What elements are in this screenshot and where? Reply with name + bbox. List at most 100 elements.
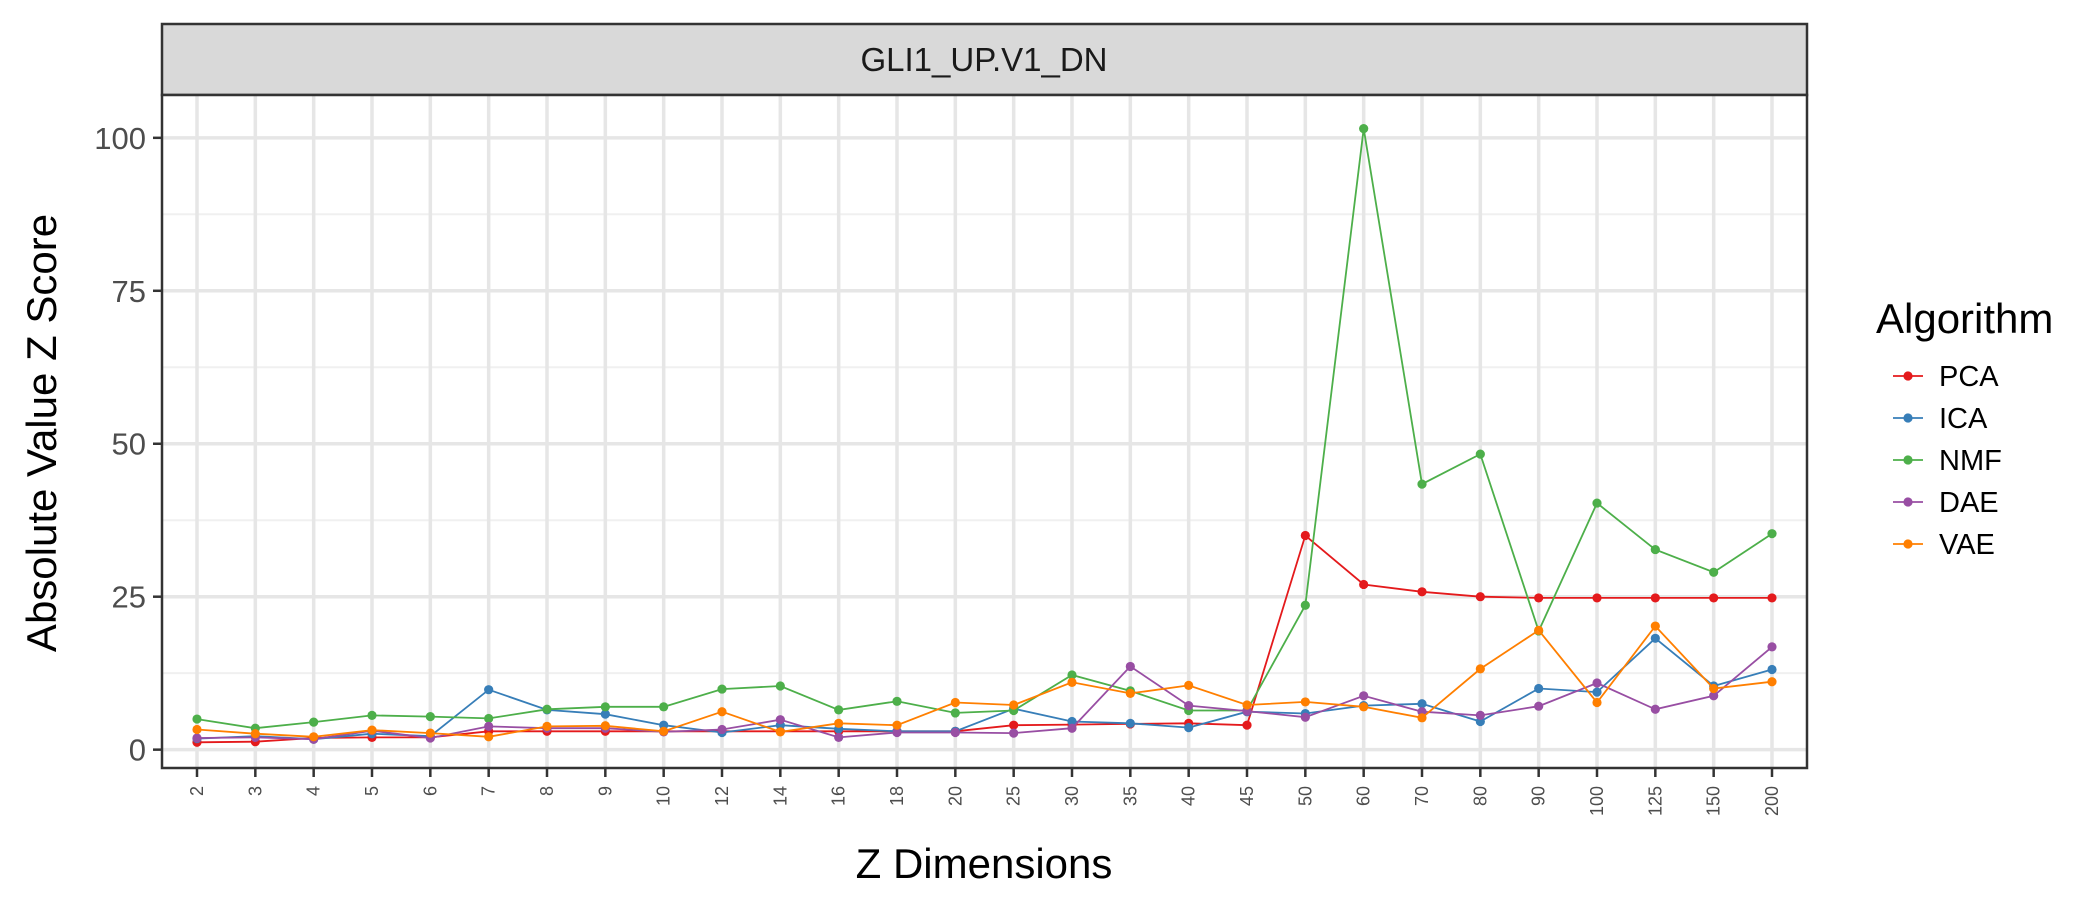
data-point-dae bbox=[834, 732, 844, 743]
legend-item-ica: ICA bbox=[1893, 403, 1988, 435]
legend-item-dae: DAE bbox=[1893, 487, 1999, 519]
data-point-pca bbox=[1709, 593, 1719, 603]
legend-point-nmf bbox=[1903, 455, 1913, 465]
x-tick-label: 100 bbox=[1587, 786, 1607, 816]
x-tick-label: 80 bbox=[1470, 786, 1490, 806]
data-point-dae bbox=[717, 724, 727, 735]
data-point-dae bbox=[892, 727, 902, 738]
legend-item-nmf: NMF bbox=[1893, 445, 2002, 477]
series-line-vae bbox=[196, 624, 1773, 738]
data-point-vae bbox=[1475, 664, 1485, 674]
series-layer bbox=[192, 124, 1777, 747]
data-point-dae bbox=[1184, 700, 1194, 711]
data-point-nmf bbox=[950, 708, 960, 718]
data-point-pca bbox=[1534, 593, 1544, 603]
x-axis-label: Z Dimensions bbox=[856, 840, 1113, 887]
data-point-pca bbox=[1242, 720, 1252, 730]
legend-point-dae bbox=[1903, 497, 1913, 507]
data-point-vae bbox=[659, 726, 669, 736]
minor-gridlines bbox=[162, 213, 1807, 675]
legend: Algorithm PCA ICA NMF DAE VAE bbox=[1876, 295, 2053, 561]
data-point-dae bbox=[1534, 701, 1544, 711]
x-tick-label: 7 bbox=[479, 786, 499, 796]
data-point-nmf bbox=[1067, 670, 1077, 680]
data-point-vae bbox=[542, 721, 552, 731]
data-point-nmf bbox=[1767, 529, 1777, 539]
data-point-dae bbox=[1709, 691, 1719, 701]
legend-point-vae bbox=[1903, 539, 1913, 549]
data-point-nmf bbox=[192, 714, 202, 724]
x-tick-label: 14 bbox=[770, 786, 790, 806]
x-tick-label: 20 bbox=[945, 786, 965, 806]
legend-point-pca bbox=[1903, 371, 1913, 381]
x-tick-label: 5 bbox=[362, 786, 382, 796]
data-point-dae bbox=[1067, 723, 1077, 733]
data-point-pca bbox=[1359, 579, 1369, 590]
data-point-vae bbox=[775, 727, 785, 737]
plot-border bbox=[160, 93, 1809, 770]
data-point-nmf bbox=[1417, 479, 1427, 489]
data-point-nmf bbox=[1592, 498, 1602, 508]
data-point-ica bbox=[484, 685, 494, 695]
data-point-vae bbox=[1300, 697, 1310, 707]
x-tick-label: 9 bbox=[595, 786, 615, 796]
data-point-vae bbox=[250, 729, 260, 739]
series-line-nmf bbox=[196, 128, 1773, 730]
facet-strip bbox=[160, 22, 1809, 97]
data-point-vae bbox=[717, 707, 727, 717]
data-point-vae bbox=[1359, 702, 1369, 712]
x-tick-label: 16 bbox=[829, 786, 849, 806]
data-point-nmf bbox=[309, 717, 319, 727]
series-vae bbox=[192, 621, 1777, 742]
x-tick-label: 70 bbox=[1412, 786, 1432, 806]
major-gridlines bbox=[162, 95, 1807, 768]
data-point-nmf bbox=[1475, 449, 1485, 459]
data-point-ica bbox=[1767, 664, 1777, 675]
legend-label-ica: ICA bbox=[1939, 403, 1988, 435]
series-line-dae bbox=[196, 646, 1773, 741]
data-point-dae bbox=[484, 721, 494, 731]
x-tick-label: 45 bbox=[1237, 786, 1257, 806]
x-tick-label: 90 bbox=[1529, 786, 1549, 806]
legend-items: PCA ICA NMF DAE VAE bbox=[1893, 361, 2002, 561]
data-point-vae bbox=[425, 728, 435, 738]
x-tick-label: 25 bbox=[1004, 786, 1024, 806]
data-point-dae bbox=[1125, 661, 1135, 672]
data-point-vae bbox=[1242, 700, 1252, 710]
data-point-vae bbox=[1709, 683, 1719, 694]
data-point-pca bbox=[1009, 720, 1019, 730]
y-axis: 0 25 50 75 100 bbox=[94, 121, 162, 768]
x-tick-label: 60 bbox=[1354, 786, 1374, 806]
data-point-nmf bbox=[1300, 600, 1310, 610]
data-point-nmf bbox=[717, 684, 727, 694]
data-point-vae bbox=[950, 697, 960, 708]
data-point-vae bbox=[1417, 713, 1427, 723]
data-point-ica bbox=[1125, 718, 1135, 728]
data-point-dae bbox=[1475, 710, 1485, 720]
data-point-dae bbox=[1359, 691, 1369, 701]
data-point-pca bbox=[1650, 593, 1660, 603]
x-tick-label: 6 bbox=[420, 786, 440, 796]
data-point-dae bbox=[1650, 704, 1660, 714]
data-point-nmf bbox=[1709, 567, 1719, 577]
x-tick-label: 12 bbox=[712, 786, 732, 806]
y-tick-label: 25 bbox=[112, 580, 146, 615]
x-tick-label: 200 bbox=[1762, 786, 1782, 816]
y-tick-label: 75 bbox=[112, 274, 146, 309]
x-tick-label: 40 bbox=[1179, 786, 1199, 806]
data-point-pca bbox=[1475, 592, 1485, 602]
x-axis: 2 3 4 5 6 7 8 9 10 12 14 16 18 20 25 30 35 40 45 50 60 70 80 90… bbox=[187, 768, 1782, 816]
data-point-vae bbox=[1009, 700, 1019, 710]
x-tick-label: 35 bbox=[1120, 786, 1140, 806]
data-point-ica bbox=[1650, 633, 1660, 643]
data-point-vae bbox=[1067, 677, 1077, 687]
legend-label-vae: VAE bbox=[1939, 529, 1995, 561]
legend-point-ica bbox=[1903, 413, 1913, 423]
data-point-nmf bbox=[775, 681, 785, 691]
data-point-dae bbox=[1767, 642, 1777, 652]
data-point-ica bbox=[600, 709, 610, 719]
data-point-pca bbox=[1592, 593, 1602, 603]
data-point-dae bbox=[775, 715, 785, 725]
x-tick-label: 10 bbox=[654, 786, 674, 806]
